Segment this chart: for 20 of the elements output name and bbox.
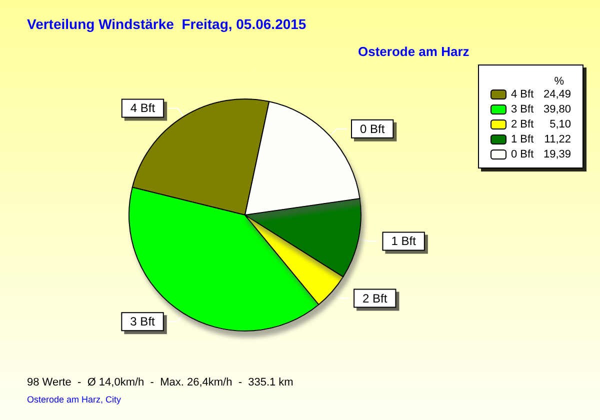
data-label: 39,80	[543, 104, 571, 116]
slice-label: 4 Bft	[130, 101, 156, 116]
legend-label: 1 Bft	[511, 134, 534, 146]
legend-label: 0 Bft	[511, 148, 534, 160]
slice-label: 3 Bft	[130, 314, 156, 329]
data-label: 24,49	[543, 88, 571, 100]
text: Osterode am Harz, City	[27, 394, 122, 404]
slice-label: 0 Bft	[360, 122, 386, 136]
legend-label: 3 Bft	[511, 104, 534, 116]
chart-title: Verteilung Windstärke Freitag, 05.06.2015	[27, 16, 306, 32]
legend-label: 4 Bft	[511, 88, 534, 100]
text: 98 Werte - Ø 14,0km/h - Max. 26,4km/h - 335.1 km	[27, 376, 294, 388]
legend-title: %	[554, 76, 564, 88]
slice-label: 2 Bft	[362, 291, 388, 306]
chart-subtitle: Osterode am Harz	[358, 44, 470, 59]
data-label: 19,39	[543, 148, 571, 160]
data-label: 11,22	[544, 134, 571, 146]
slice-label: 1 Bft	[391, 234, 417, 248]
legend-label: 2 Bft	[511, 118, 534, 130]
data-label: 5,10	[550, 118, 571, 130]
